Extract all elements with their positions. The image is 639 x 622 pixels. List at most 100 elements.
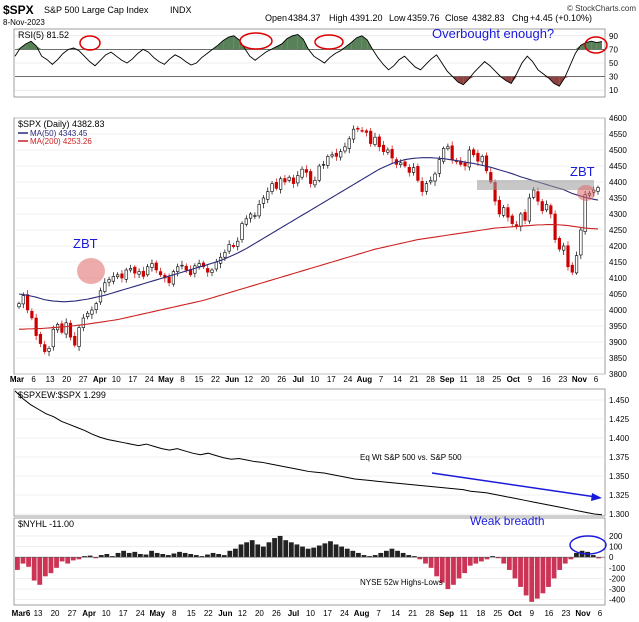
candle-body [570, 264, 574, 273]
candle-body [536, 191, 540, 202]
rsi-tick-label: 10 [609, 86, 618, 95]
rsi-legend: RSI(5) 81.52 [18, 30, 69, 40]
nyhl-bar [305, 548, 311, 558]
x-tick-label-top: Jul [292, 375, 304, 384]
nyhl-bar [512, 557, 518, 579]
nyhl-bar [110, 556, 115, 558]
ratio-trend-arrowhead [591, 493, 602, 501]
chg-label: Chg [512, 13, 529, 23]
x-tick-label-top: Aug [357, 375, 373, 384]
x-tick-label-top: 25 [492, 375, 501, 384]
candle-body [111, 276, 115, 282]
x-tick-label-top: 28 [426, 375, 435, 384]
nyhl-bar [255, 544, 261, 558]
chart-date: 8-Nov-2023 [3, 18, 45, 27]
nyhl-bar [70, 557, 76, 561]
nyhl-bar [15, 557, 20, 570]
rsi-oversold-fill [463, 76, 469, 85]
rsi-oversold-fill [457, 76, 464, 85]
nyhl-bar [154, 552, 160, 558]
x-tick-label-bottom: 10 [306, 609, 315, 618]
candle-body [94, 303, 98, 310]
high-value: 4391.20 [350, 13, 383, 23]
nyhl-legend: $NYHL -11.00 [18, 519, 74, 529]
candle-body [549, 205, 553, 215]
x-tick-label-bottom: 23 [561, 609, 570, 618]
candle-body [231, 245, 236, 247]
price-tick-label: 4350 [609, 194, 627, 203]
price-tick-label: 4200 [609, 242, 627, 251]
price-tick-label: 4100 [609, 274, 627, 283]
nyhl-bar [523, 557, 529, 596]
brand-watermark: © StockCharts.com [567, 4, 636, 13]
nyhl-bar [132, 551, 138, 558]
candle-body [557, 238, 561, 250]
candle-body [34, 317, 38, 336]
x-tick-label-top: Oct [507, 375, 521, 384]
candle-body [467, 149, 471, 168]
candle-body [210, 269, 214, 273]
candle-body [339, 151, 343, 158]
ma200-line [19, 224, 599, 330]
nyhl-bar [568, 557, 574, 560]
candle-body [411, 167, 416, 173]
price-tick-label: 4250 [609, 226, 627, 235]
x-tick-label-top: 11 [460, 375, 469, 384]
nyhl-bar [238, 544, 244, 558]
price-tick-label: 3850 [609, 354, 627, 363]
nyhl-bar [288, 542, 294, 558]
x-tick-label-top: Sep [440, 375, 455, 384]
nyhl-bar [316, 545, 322, 558]
ratio-trend-arrow [431, 472, 597, 498]
rsi-overbought-fill [351, 37, 357, 50]
candle-body [283, 178, 287, 183]
ma50-legend: MA(50) 4343.45 [30, 129, 88, 138]
candle-body [137, 271, 141, 275]
ma50-line [18, 157, 599, 303]
nyhl-bar [596, 557, 602, 559]
candle-body [510, 215, 514, 224]
nyhl-bar [462, 557, 468, 574]
candle-body [407, 166, 411, 173]
nyhl-bar [540, 557, 546, 594]
candle-body [360, 130, 364, 132]
candle-body [261, 197, 266, 204]
candle-body [309, 171, 313, 184]
nyhl-bar [434, 557, 440, 577]
candle-body [193, 265, 197, 274]
candle-body [107, 279, 111, 283]
nyhl-bar [20, 557, 26, 564]
x-tick-label-bottom: 24 [340, 609, 349, 618]
nyhl-bar [411, 556, 417, 558]
x-tick-label-top: 10 [310, 375, 319, 384]
x-tick-label-bottom: 16 [544, 609, 553, 618]
low-label: Low [389, 13, 406, 23]
x-tick-label-bottom: 15 [187, 609, 196, 618]
candle-body [351, 128, 356, 140]
x-tick-label-bottom: 17 [323, 609, 332, 618]
nyhl-bar [339, 546, 345, 558]
nyhl-bar [473, 557, 479, 564]
candle-body [146, 266, 150, 276]
nyhl-bar [37, 557, 43, 585]
nyhl-bar [484, 557, 490, 560]
nyhl-bar [445, 557, 451, 590]
nyhl-bar [383, 550, 389, 558]
x-tick-label-top: Apr [93, 375, 107, 384]
nyhl-bar [182, 552, 188, 558]
price-series [17, 125, 600, 357]
nyhl-bar [534, 557, 540, 599]
candle-body [463, 162, 467, 167]
candle-body [497, 199, 501, 215]
ratio-tick-label: 1.325 [609, 491, 630, 500]
candle-body [476, 152, 480, 162]
rsi-overbought-fill [287, 35, 293, 50]
rsi-overbought-fill [585, 41, 592, 50]
nyhl-bar [518, 557, 523, 587]
candle-body [236, 240, 240, 247]
price-legend: $SPX (Daily) 4382.83 [18, 119, 105, 129]
nyhl-bar [562, 557, 568, 564]
nyhl-bar [104, 554, 110, 558]
close-value: 4382.83 [472, 13, 505, 23]
overbought-annotation: Overbought enough? [432, 26, 554, 41]
